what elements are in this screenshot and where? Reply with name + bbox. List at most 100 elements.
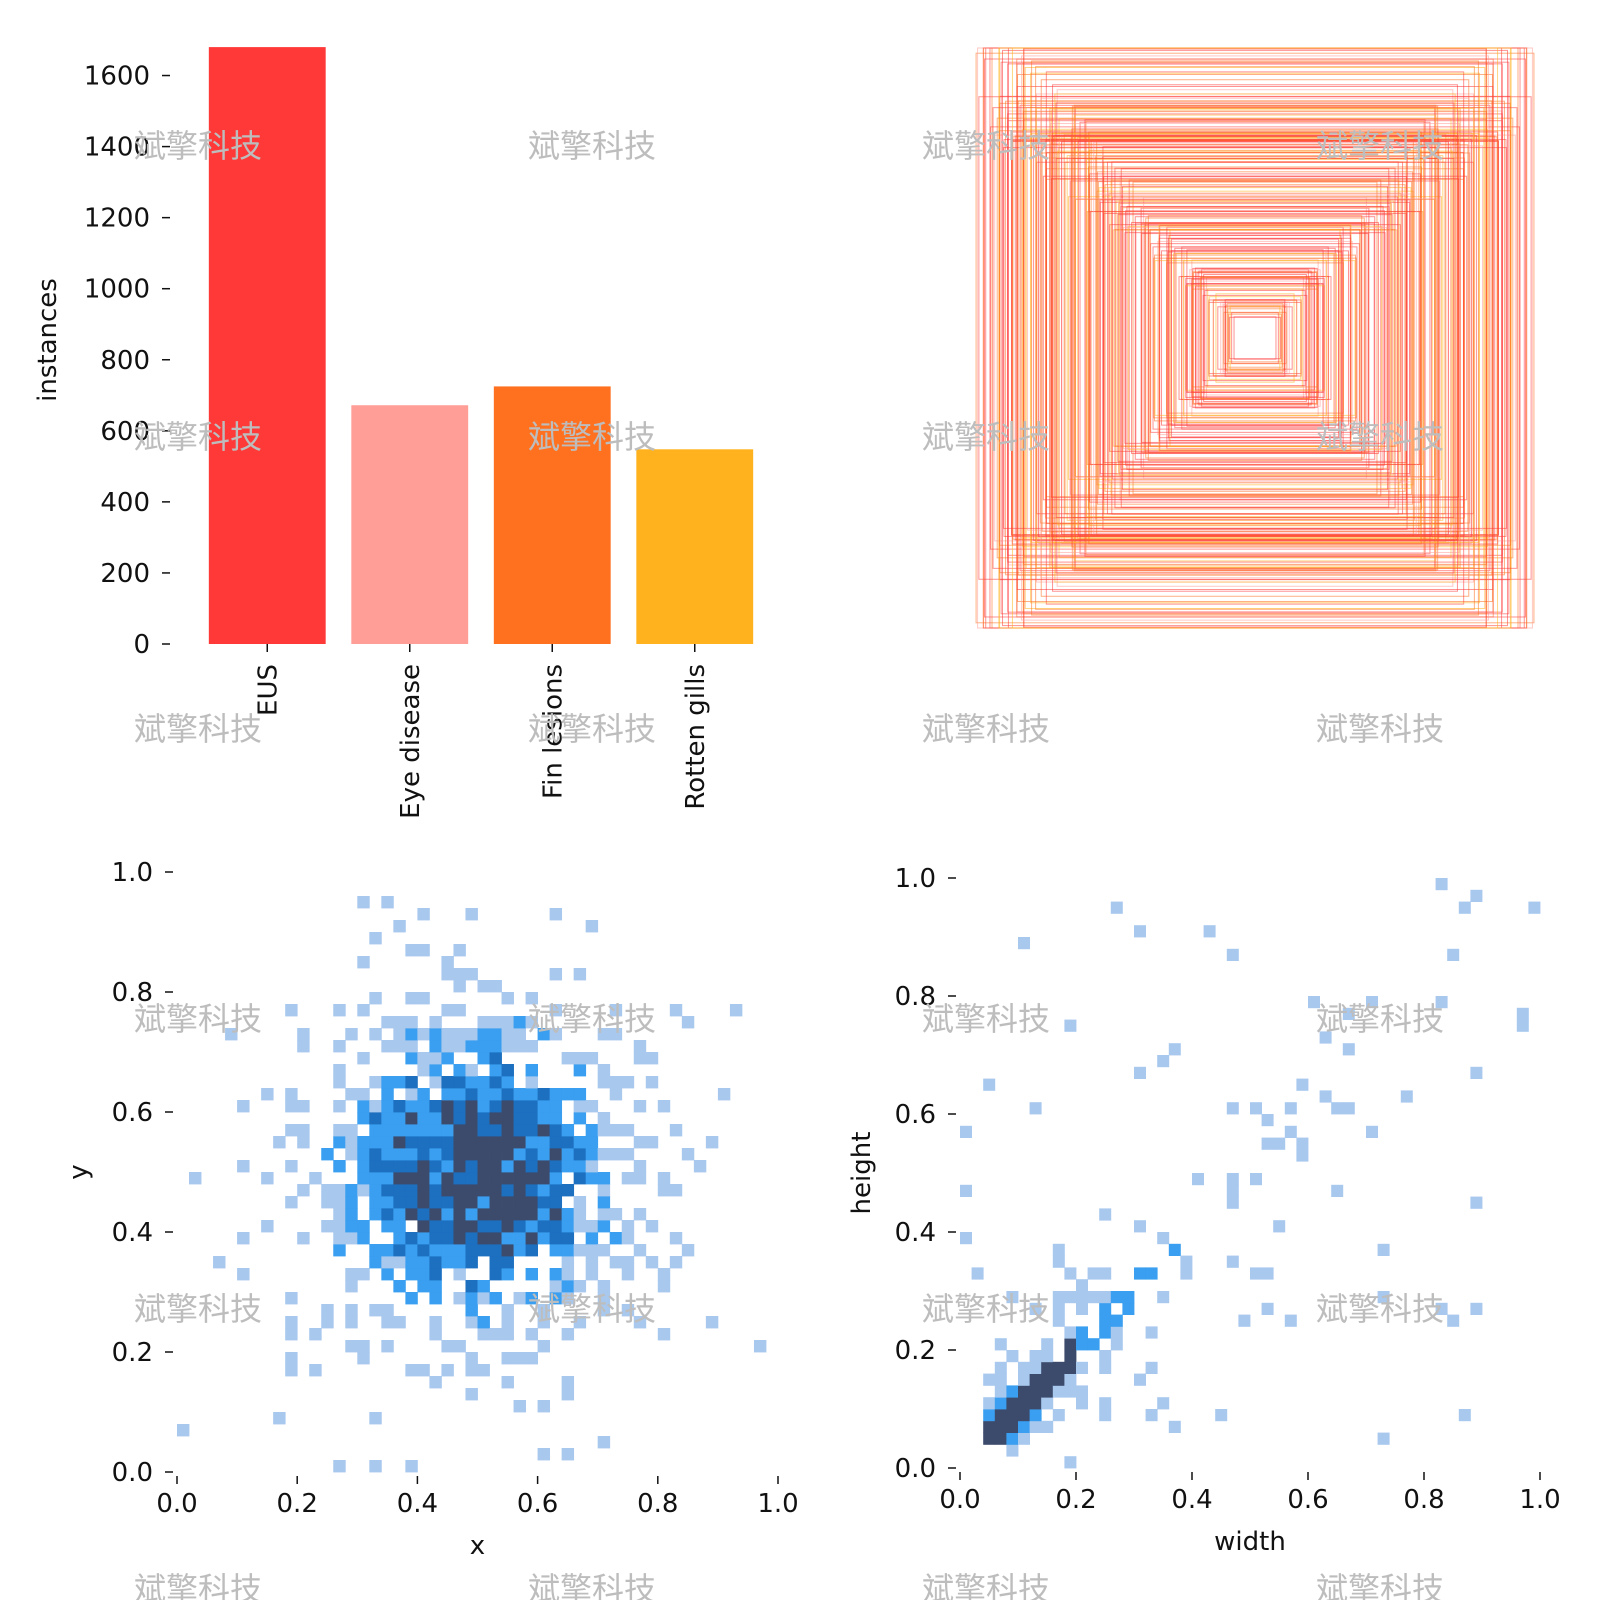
heatmap-cell (1342, 1102, 1355, 1115)
heatmap-cell (501, 1208, 514, 1221)
heatmap-cell (465, 1196, 478, 1209)
bounding-box (1074, 114, 1436, 562)
heatmap-cell (597, 1064, 611, 1077)
heatmap-cell (369, 1196, 382, 1209)
heatmap-cell (405, 1256, 418, 1269)
bounding-box (1096, 171, 1414, 505)
heatmap-cell (381, 1268, 394, 1281)
heatmap-cell (501, 1172, 514, 1185)
heatmap-cell (429, 1112, 442, 1125)
heatmap-cell (633, 1136, 647, 1149)
heatmap-cell (441, 1088, 454, 1101)
heatmap-cell (960, 1125, 972, 1138)
xy-heatmap-panel: 0.00.0 0.2 0.2 0.4 0.4 0.6 0.6 0.8 0.8 1.0 1.0 x y (64, 858, 799, 1561)
heatmap-cell (645, 1076, 659, 1089)
heatmap-cell (1076, 1326, 1088, 1339)
heatmap-cell (513, 1028, 526, 1041)
heatmap-cell (417, 1160, 430, 1173)
heatmap-cell (525, 1112, 538, 1125)
heatmap-cell (465, 1112, 478, 1125)
heatmap-cell (369, 1460, 382, 1473)
heatmap-cell (621, 1256, 635, 1269)
heatmap-cell (1145, 1326, 1158, 1339)
heatmap-cell (453, 1112, 466, 1125)
y-tick-label: 1000 (84, 275, 150, 305)
heatmap-cell (465, 1220, 478, 1233)
heatmap-cell (453, 1040, 466, 1053)
heatmap-cell (525, 1100, 538, 1113)
heatmap-cell (501, 1184, 514, 1197)
heatmap-cell (1006, 1350, 1019, 1363)
bounding-box (1127, 225, 1383, 451)
bounding-box (1125, 210, 1385, 466)
heatmap-cell (405, 1208, 418, 1221)
heatmap-cell (573, 1244, 587, 1257)
heatmap-cell (1458, 901, 1471, 914)
bounding-box (1012, 136, 1498, 540)
heatmap-cell (1157, 1397, 1170, 1410)
heatmap-cell (994, 1385, 1007, 1398)
heatmap-cell (405, 1184, 418, 1197)
heatmap-cell (453, 1148, 466, 1161)
heatmap-cell (357, 1268, 370, 1281)
heatmap-cell (429, 1160, 442, 1173)
y-axis-label: y (64, 1164, 94, 1179)
heatmap-cell (477, 1100, 490, 1113)
heatmap-cell (465, 908, 478, 921)
heatmap-cell (417, 908, 430, 921)
bounding-box (1052, 84, 1458, 592)
bounding-box (1166, 257, 1344, 419)
heatmap-cell (1134, 1373, 1146, 1386)
heatmap-cell (405, 1160, 418, 1173)
heatmap-cell (1052, 1302, 1065, 1315)
heatmap-cell (1087, 1338, 1100, 1351)
heatmap-cell (960, 1232, 972, 1245)
heatmap-cell (405, 1136, 418, 1149)
bounding-box (1056, 150, 1454, 526)
y-tick-label: 1200 (84, 204, 150, 234)
heatmap-cell (983, 1373, 996, 1386)
y-tick-label: 1600 (84, 62, 150, 92)
heatmap-cell (501, 1064, 514, 1077)
y-tick-label: 0.0 (895, 1454, 936, 1484)
watermark-text: 斌擎科技 (528, 710, 656, 748)
heatmap-cell (1342, 1043, 1355, 1056)
heatmap-cell (345, 1304, 358, 1317)
heatmap-cell (1041, 1373, 1054, 1386)
heatmap-cell (441, 1208, 454, 1221)
heatmap-cell (333, 1040, 346, 1053)
heatmap-cell (1215, 1409, 1228, 1422)
heatmap-cell (513, 1208, 526, 1221)
heatmap-cell (537, 1148, 551, 1161)
heatmap-cell (309, 1328, 322, 1341)
heatmap-cell (633, 1172, 647, 1185)
heatmap-cell (1064, 1338, 1077, 1351)
heatmap-cell (213, 1256, 226, 1269)
heatmap-cell (1250, 1173, 1262, 1186)
heatmap-cell (405, 1076, 418, 1089)
heatmap-cell (669, 1184, 683, 1197)
heatmap-cell (429, 1064, 442, 1077)
heatmap-cell (405, 1100, 418, 1113)
bounding-box (1167, 251, 1343, 425)
heatmap-cell (537, 1124, 551, 1137)
heatmap-cell (465, 1316, 478, 1329)
heatmap-cell (393, 1244, 406, 1257)
heatmap-cell (1064, 1350, 1077, 1363)
y-tick-label: 1.0 (112, 858, 153, 888)
heatmap-cell (597, 1172, 611, 1185)
bounding-box (1061, 141, 1449, 535)
heatmap-cell (1099, 1361, 1112, 1374)
heatmap-cell (477, 1088, 490, 1101)
heatmap-cell (573, 1160, 587, 1173)
heatmap-cell (345, 1220, 358, 1233)
heatmap-cell (525, 1064, 538, 1077)
bounding-box (1192, 271, 1318, 405)
heatmap-cell (525, 1268, 538, 1281)
heatmap-cell (1366, 1125, 1378, 1138)
heatmap-cell (1447, 948, 1460, 961)
heatmap-cell (429, 1040, 442, 1053)
watermark-text: 斌擎科技 (134, 1000, 262, 1038)
heatmap-cell (405, 1112, 418, 1125)
